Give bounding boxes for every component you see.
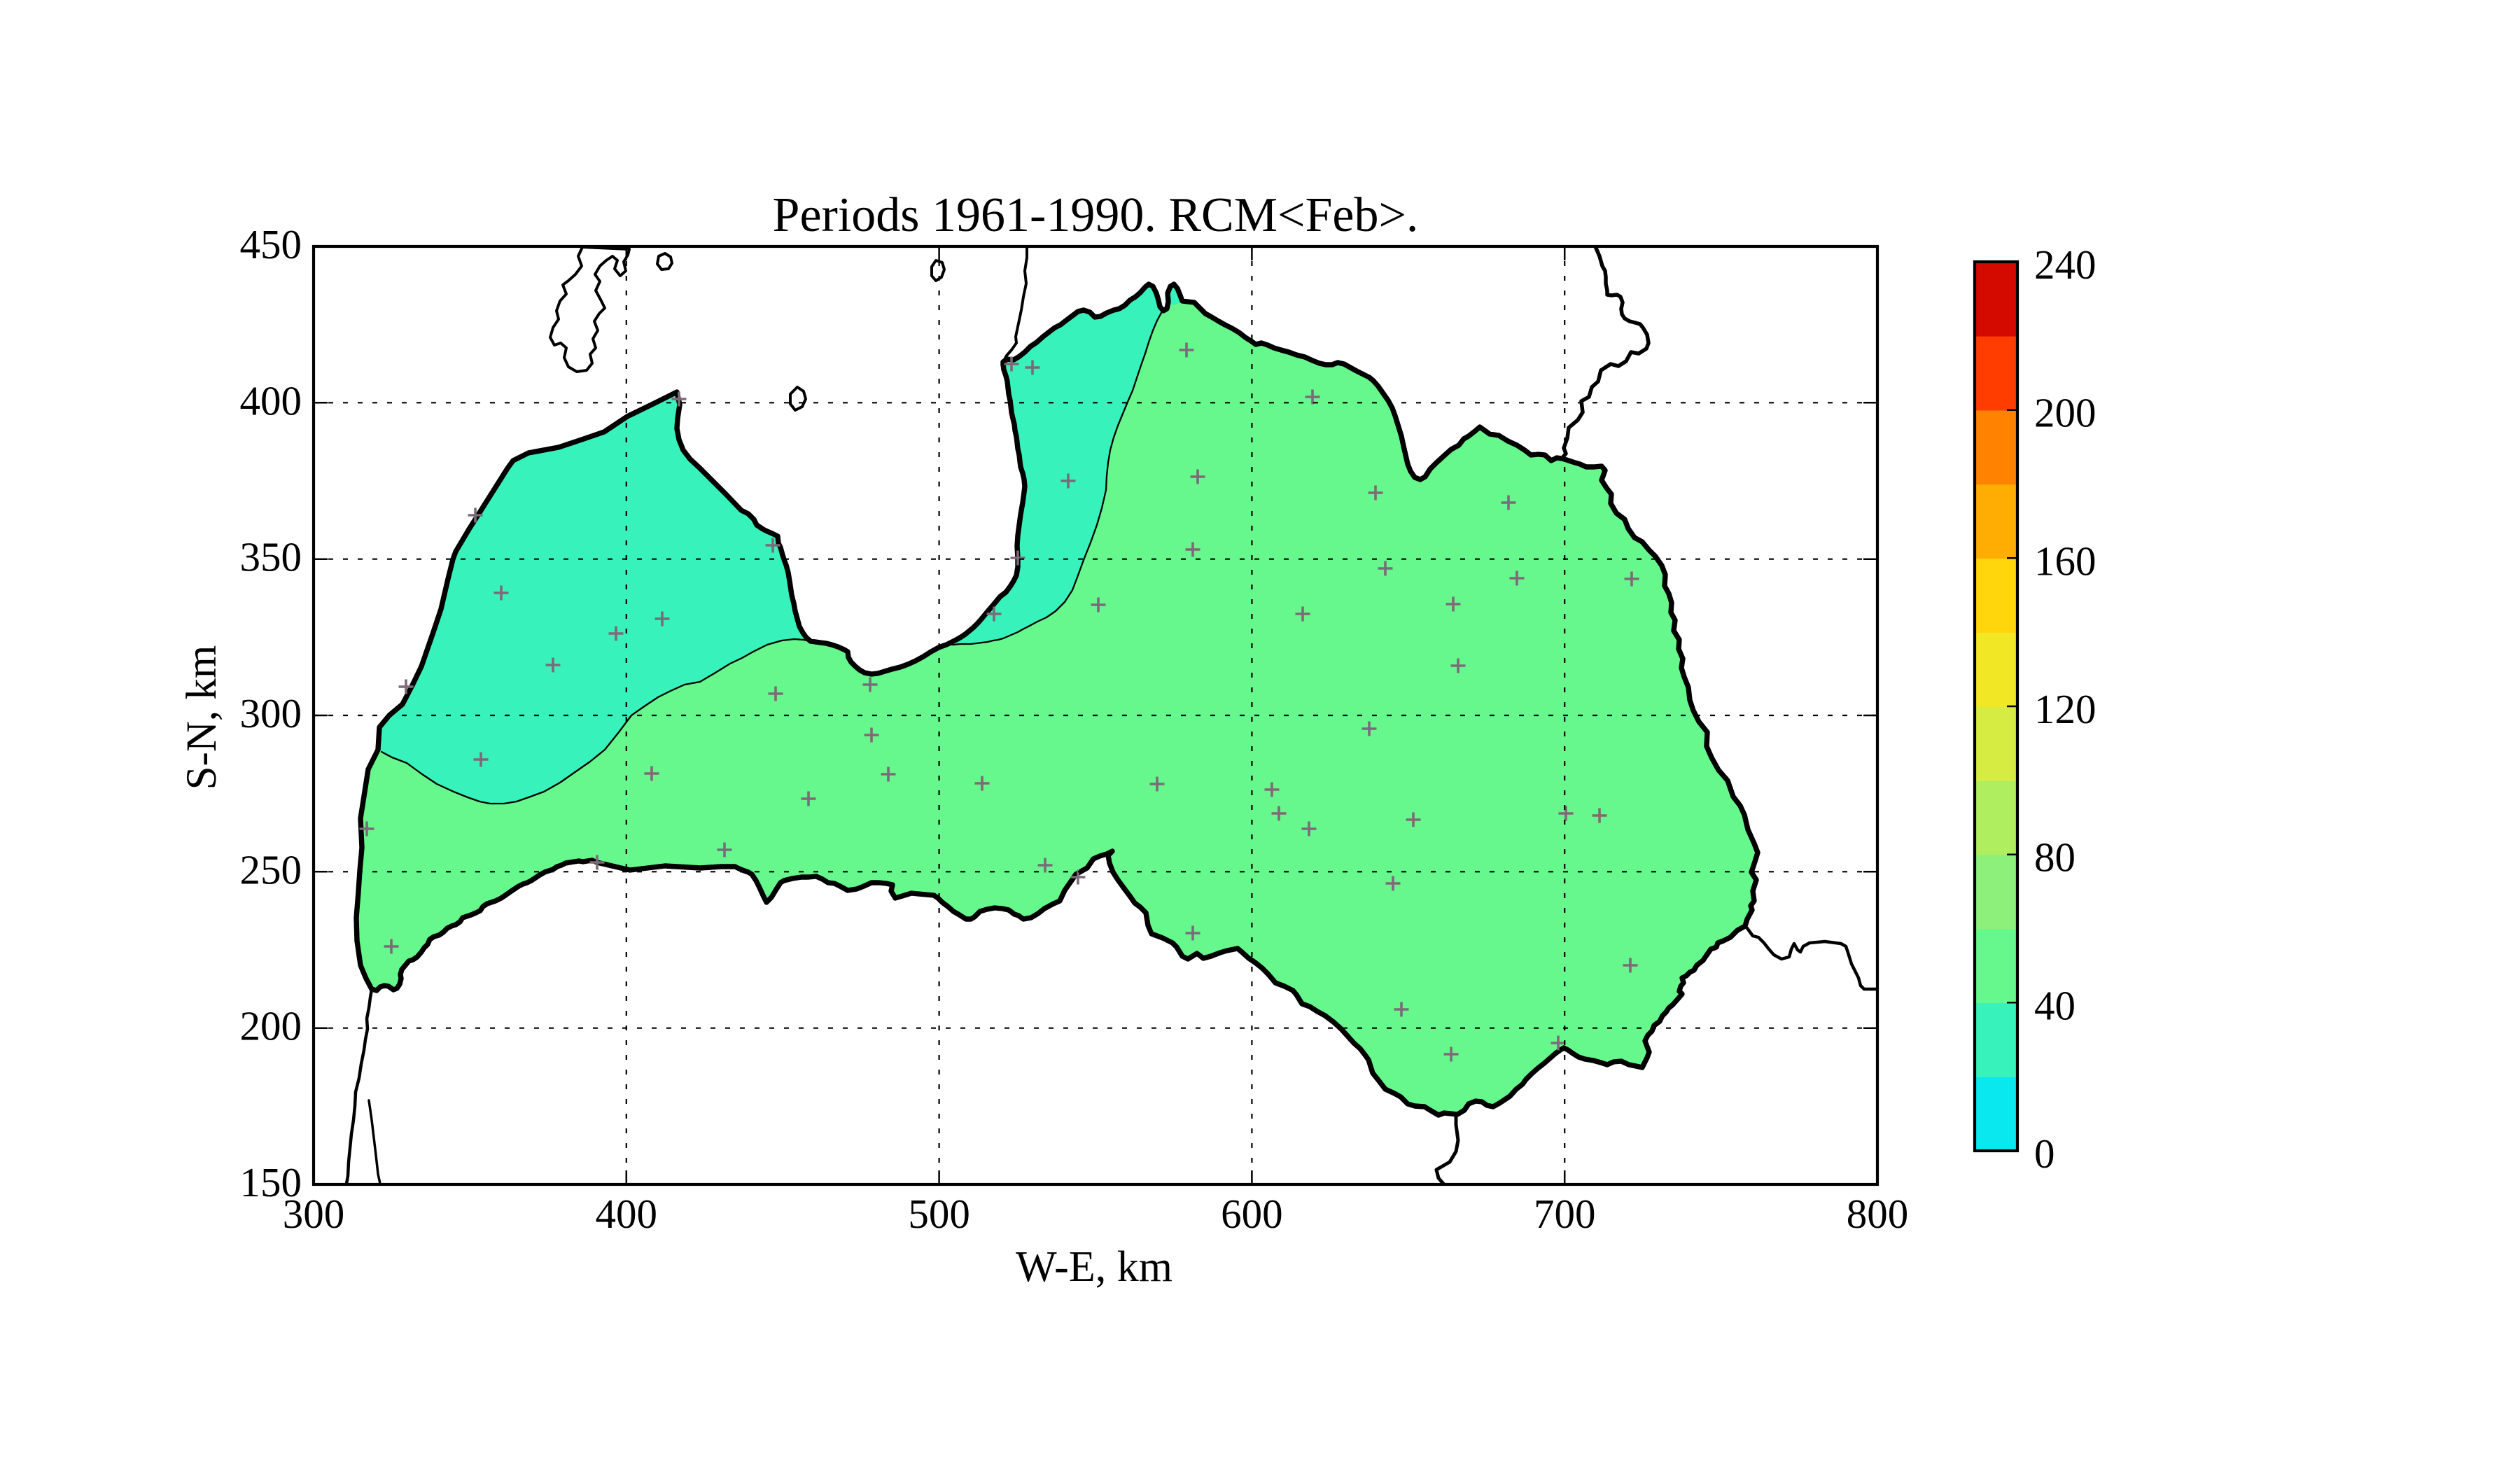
svg-text:150: 150	[240, 1159, 302, 1205]
svg-text:300: 300	[240, 690, 302, 736]
svg-text:350: 350	[240, 534, 302, 580]
svg-text:S-N, km: S-N, km	[178, 645, 225, 790]
svg-text:600: 600	[1221, 1191, 1283, 1237]
svg-text:450: 450	[240, 221, 302, 267]
svg-text:120: 120	[2034, 686, 2096, 732]
svg-text:700: 700	[1534, 1191, 1596, 1237]
svg-text:80: 80	[2034, 834, 2076, 881]
svg-text:800: 800	[1847, 1191, 1909, 1237]
svg-text:0: 0	[2034, 1130, 2055, 1177]
svg-text:400: 400	[240, 377, 302, 424]
svg-text:250: 250	[240, 846, 302, 892]
svg-text:W-E, km: W-E, km	[1016, 1243, 1172, 1291]
svg-text:300: 300	[283, 1191, 345, 1237]
svg-text:200: 200	[2034, 390, 2096, 436]
svg-text:160: 160	[2034, 538, 2096, 584]
svg-text:Periods 1961-1990. RCM<Feb>.: Periods 1961-1990. RCM<Feb>.	[773, 188, 1419, 242]
svg-text:400: 400	[596, 1191, 658, 1237]
svg-text:240: 240	[2034, 241, 2096, 288]
svg-text:200: 200	[240, 1003, 302, 1049]
svg-text:40: 40	[2034, 982, 2076, 1028]
svg-text:500: 500	[908, 1191, 970, 1237]
